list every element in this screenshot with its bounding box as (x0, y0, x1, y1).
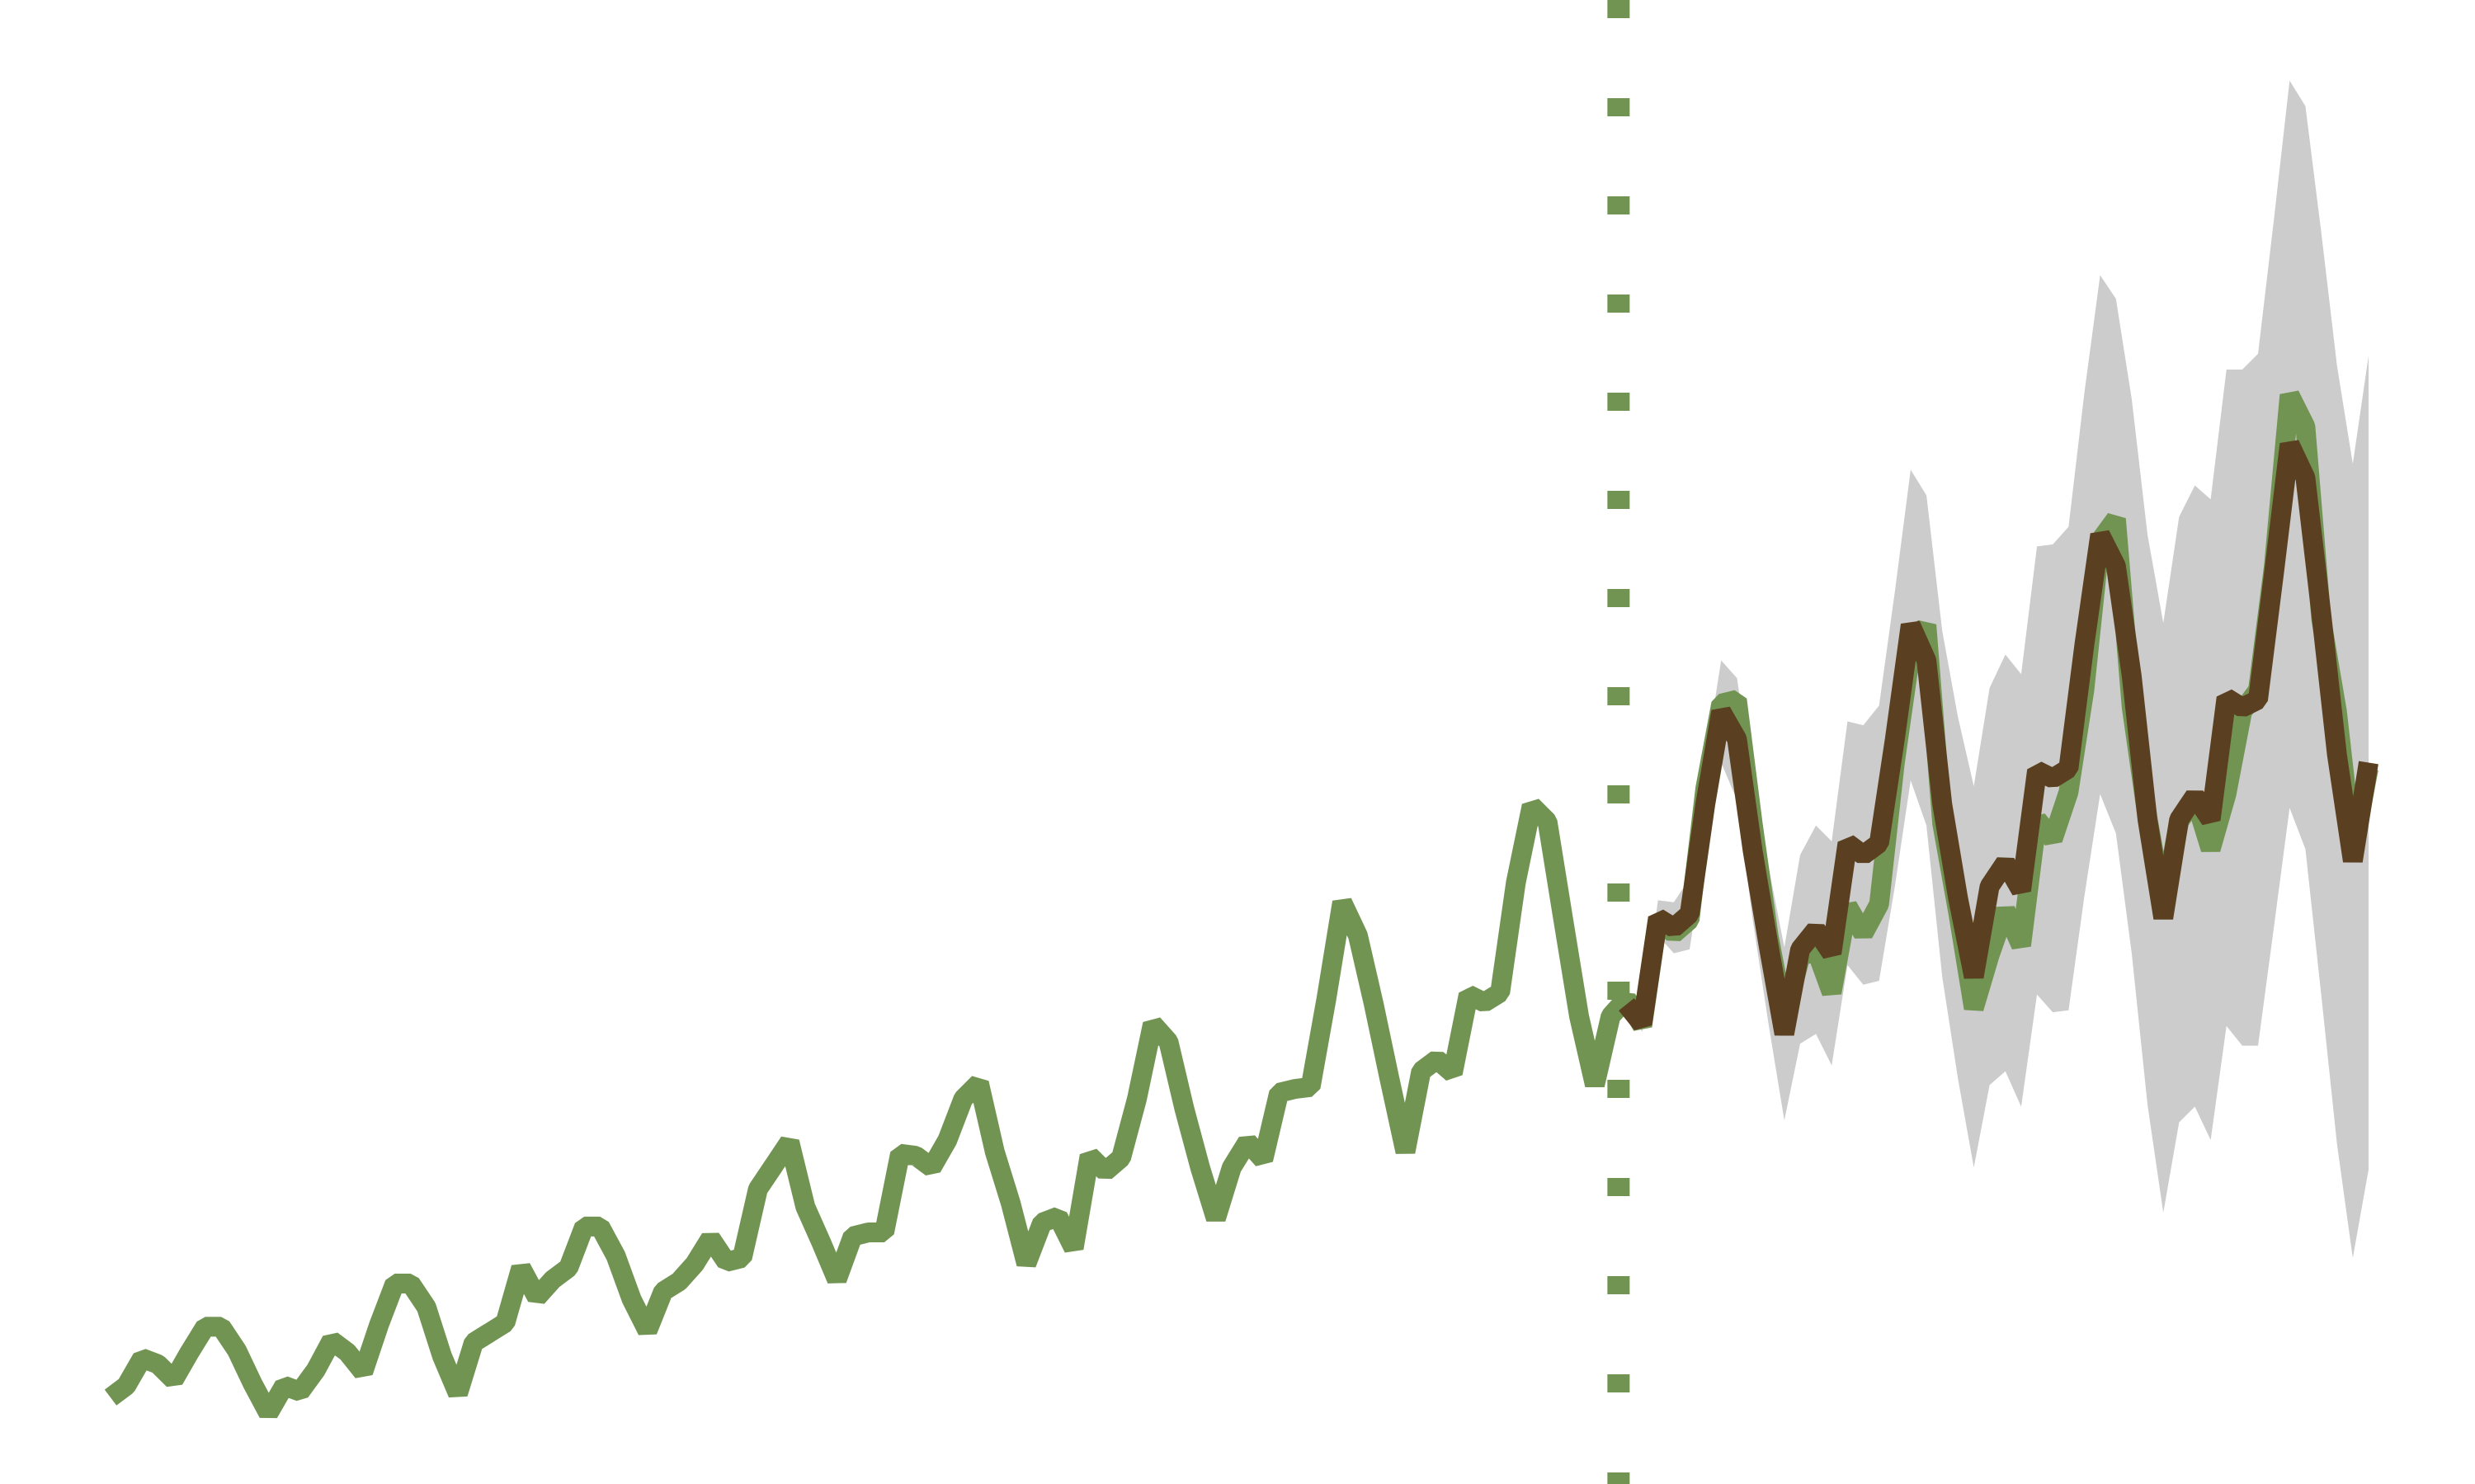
series-line (1619, 440, 2378, 1036)
series-line (104, 390, 2378, 1419)
